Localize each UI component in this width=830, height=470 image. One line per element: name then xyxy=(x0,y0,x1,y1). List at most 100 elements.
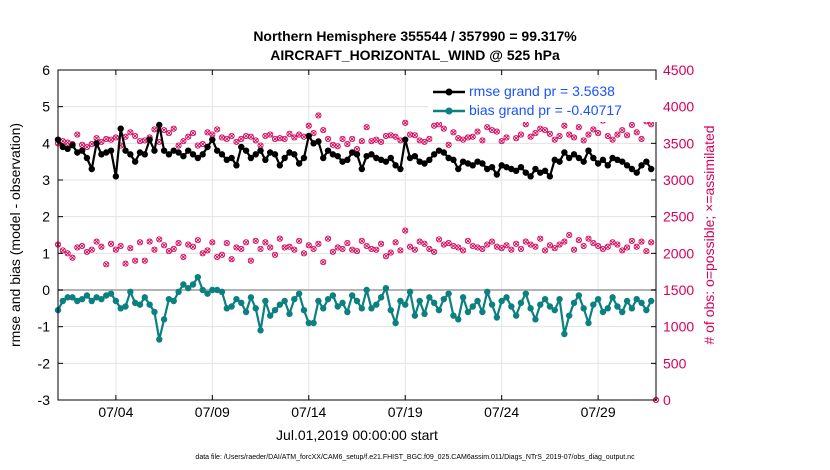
obs-low-assimilated xyxy=(94,239,100,245)
rmse-point xyxy=(127,151,134,158)
obs-low-assimilated xyxy=(267,244,273,250)
rmse-point xyxy=(450,156,457,164)
bias-point xyxy=(88,297,95,305)
y-tick-label-right: 3000 xyxy=(663,172,694,188)
obs-high-possible xyxy=(358,138,365,145)
obs-low-assimilated xyxy=(518,246,524,252)
obs-low-assimilated xyxy=(65,250,71,256)
rmse-point xyxy=(266,149,274,156)
obs-low-assimilated xyxy=(190,244,196,250)
obs-low-possible xyxy=(522,238,529,245)
obs-high-assimilated xyxy=(378,139,384,145)
rmse-point xyxy=(320,154,327,162)
obs-low-assimilated xyxy=(151,247,157,253)
rmse-point xyxy=(594,160,602,167)
obs-low-possible xyxy=(310,245,317,252)
bias-point xyxy=(209,286,216,294)
bias-point xyxy=(561,330,568,338)
obs-high-assimilated xyxy=(561,123,567,129)
obs-low-assimilated xyxy=(214,254,220,260)
obs-low-assimilated xyxy=(566,232,572,238)
obs-high-assimilated xyxy=(113,134,119,140)
rmse-point xyxy=(344,156,351,164)
obs-high-assimilated xyxy=(426,136,432,142)
bias-point xyxy=(122,303,129,310)
bias-point xyxy=(493,314,501,321)
obs-high-assimilated xyxy=(349,136,355,142)
rmse-point xyxy=(599,156,607,164)
obs-high-possible xyxy=(233,138,240,145)
obs-low-possible xyxy=(488,238,496,245)
obs-high-assimilated xyxy=(465,134,471,140)
bias-point xyxy=(614,303,621,310)
obs-high-possible xyxy=(440,125,447,132)
y-tick-label-right: 1000 xyxy=(663,319,694,335)
obs-low-possible xyxy=(296,237,303,244)
bias-point xyxy=(93,294,100,301)
obs-high-possible xyxy=(624,132,631,139)
obs-low-possible xyxy=(358,237,365,244)
obs-low-possible xyxy=(508,246,515,253)
obs-low-assimilated xyxy=(475,244,481,250)
rmse-point xyxy=(556,158,563,165)
obs-low-assimilated xyxy=(315,241,321,247)
rmse-point xyxy=(628,165,636,173)
obs-high-possible xyxy=(469,133,476,140)
obs-high-assimilated xyxy=(412,132,418,138)
obs-low-possible xyxy=(127,245,134,252)
obs-low-assimilated xyxy=(523,239,529,245)
rmse-point xyxy=(614,156,621,164)
obs-low-assimilated xyxy=(402,228,408,234)
bias-point xyxy=(643,306,650,314)
obs-high-possible xyxy=(421,138,428,145)
obs-high-possible xyxy=(170,125,177,132)
obs-high-assimilated xyxy=(368,138,374,144)
bias-point xyxy=(339,299,346,307)
bias-point xyxy=(358,305,366,312)
obs-high-possible xyxy=(83,143,90,151)
obs-low-possible xyxy=(575,237,582,244)
obs-high-assimilated xyxy=(566,132,572,138)
obs-high-assimilated xyxy=(619,127,625,133)
obs-low-assimilated xyxy=(600,246,606,252)
y-tick-label-right: 1500 xyxy=(663,282,694,298)
obs-low-assimilated xyxy=(176,240,182,246)
obs-low-possible xyxy=(561,238,568,245)
obs-low-possible xyxy=(595,242,602,250)
obs-low-possible xyxy=(238,245,245,252)
obs-low-assimilated xyxy=(557,242,563,248)
obs-high-possible xyxy=(296,131,303,138)
rmse-point xyxy=(233,162,240,169)
obs-high-assimilated xyxy=(296,132,302,138)
obs-high-possible xyxy=(180,138,187,145)
bias-point xyxy=(459,294,467,301)
legend-item-bias: bias grand pr = -0.40717 xyxy=(429,102,657,120)
obs-high-assimilated xyxy=(224,136,230,142)
bias-point xyxy=(594,295,602,303)
bias-point xyxy=(233,295,240,303)
bias-series xyxy=(54,273,655,343)
obs-high-possible xyxy=(291,134,298,141)
obs-high-assimilated xyxy=(176,143,182,149)
obs-low-possible xyxy=(93,238,100,245)
y-tick-label-left: 1 xyxy=(42,245,50,261)
rmse-point xyxy=(329,151,337,158)
obs-high-assimilated xyxy=(127,129,133,135)
rmse-point xyxy=(474,158,481,165)
obs-low-possible xyxy=(532,243,539,250)
legend-bias-swatch xyxy=(433,107,465,115)
obs-high-possible xyxy=(204,129,211,136)
rmse-point xyxy=(368,151,375,158)
y-tick-label-right: 3500 xyxy=(663,135,694,151)
obs-low-possible xyxy=(136,239,144,246)
rmse-point xyxy=(416,158,423,165)
obs-high-possible xyxy=(566,131,573,138)
obs-high-possible xyxy=(551,136,558,143)
obs-low-possible xyxy=(286,243,293,250)
obs-low-possible xyxy=(373,246,380,253)
obs-high-assimilated xyxy=(122,134,129,140)
rmse-point xyxy=(638,162,645,169)
bias-point xyxy=(556,295,563,303)
obs-low-possible xyxy=(556,241,563,248)
obs-high-possible xyxy=(238,135,245,142)
